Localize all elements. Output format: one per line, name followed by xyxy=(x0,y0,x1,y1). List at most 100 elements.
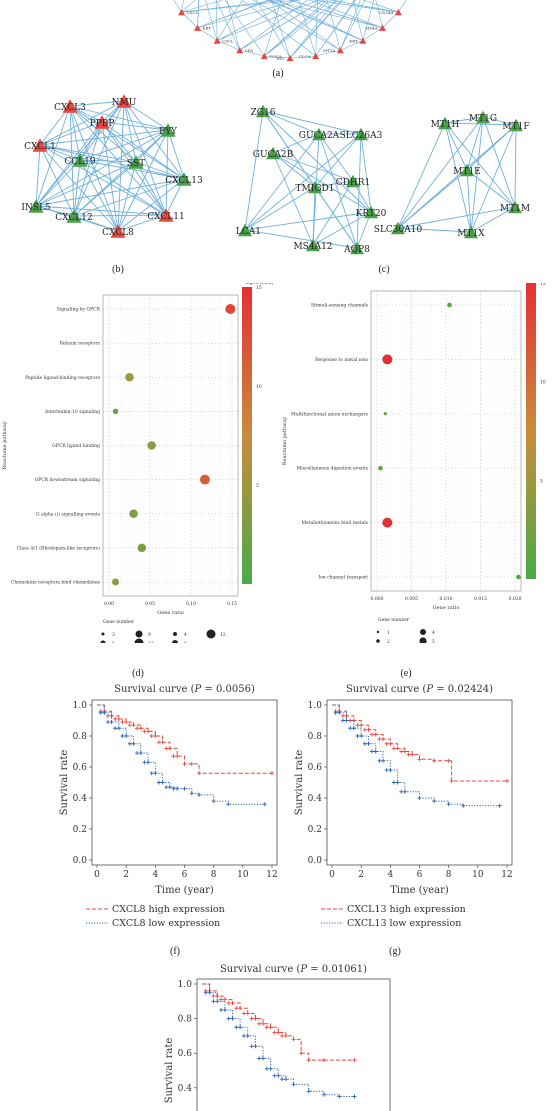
network-edge xyxy=(328,0,399,13)
censor-mark xyxy=(449,778,454,783)
network-edges xyxy=(244,110,372,249)
network-edge xyxy=(35,178,185,207)
gene-node xyxy=(359,37,367,44)
network-edge xyxy=(69,105,81,161)
size-legend-label: 4 xyxy=(184,632,187,638)
gene-node-label: AQP8 xyxy=(343,245,370,255)
gene-node xyxy=(213,37,221,44)
y-tick-label: 1.0 xyxy=(178,980,193,990)
x-tick-label: 0.05 xyxy=(145,601,155,607)
data-point xyxy=(199,474,210,485)
network-edge xyxy=(314,180,354,188)
network-edge xyxy=(39,144,167,216)
network-edge xyxy=(216,0,320,41)
network-edge xyxy=(123,100,185,180)
network-edge xyxy=(264,0,332,57)
size-legend-title: Gene number xyxy=(103,619,135,625)
network-edge xyxy=(375,0,383,28)
censor-mark xyxy=(264,1025,269,1030)
y-tick-label: 0.8 xyxy=(73,732,88,742)
colorbar-tick: 10 xyxy=(256,384,262,390)
x-tick-label: 0.005 xyxy=(405,596,418,602)
network-edge xyxy=(35,121,103,207)
network-edge xyxy=(69,100,125,107)
censor-mark xyxy=(352,1094,357,1099)
y-tick-label: Peptide ligand-binding receptors xyxy=(25,375,101,381)
gene-node-label: CCL19 xyxy=(64,157,95,167)
network-edge xyxy=(397,116,484,229)
network-edges xyxy=(173,0,407,59)
gene-node-label: MT1A xyxy=(323,48,335,53)
colorbar xyxy=(526,283,536,579)
x-tick-label: 0 xyxy=(329,870,335,880)
censor-mark xyxy=(268,1066,273,1071)
censor-mark xyxy=(362,741,367,746)
x-tick-label: 2 xyxy=(123,870,129,880)
censor-mark xyxy=(322,1092,326,1097)
network-edge xyxy=(101,121,119,232)
gene-node-label: PYY xyxy=(159,127,178,137)
network-edge xyxy=(312,180,354,246)
censor-mark xyxy=(497,803,502,808)
censor-mark xyxy=(373,749,378,754)
censor-mark xyxy=(142,760,147,765)
gene-node xyxy=(72,153,88,167)
network-edge xyxy=(181,0,224,13)
censor-mark xyxy=(109,720,114,725)
censor-mark xyxy=(417,757,422,762)
x-tick-label: 4 xyxy=(387,870,393,880)
censor-mark xyxy=(153,734,158,738)
network-edge xyxy=(216,0,243,41)
panel-a-label: (a) xyxy=(272,68,284,79)
gene-node-label: MS4A xyxy=(365,26,377,31)
network-edge xyxy=(444,122,516,208)
censor-mark xyxy=(238,1025,243,1030)
gene-node xyxy=(306,238,320,252)
censor-mark xyxy=(366,741,371,746)
survival-curve xyxy=(202,983,355,1061)
gene-node xyxy=(508,200,522,214)
censor-mark xyxy=(138,751,143,756)
legend-label-high: CXCL13 high expression xyxy=(347,904,466,915)
colorbar-tick: 5 xyxy=(540,478,543,484)
censor-mark xyxy=(241,1011,246,1016)
gene-node-label: CLCA1 xyxy=(235,227,261,237)
censor-mark xyxy=(340,718,345,723)
y-tick-label: Ion channel transport xyxy=(318,575,368,581)
network-edge xyxy=(239,0,309,51)
network-edges xyxy=(35,100,185,232)
x-tick-label: 2 xyxy=(358,870,364,880)
size-legend-label: 3 xyxy=(112,632,115,638)
censor-mark xyxy=(402,749,407,754)
censor-mark xyxy=(211,999,216,1004)
gene-node-label: MT1M xyxy=(500,204,530,214)
censor-mark xyxy=(333,710,338,715)
censor-mark xyxy=(238,1006,243,1011)
gene-node-label: CXCL xyxy=(222,39,234,44)
colorbar-title: -log10 (FDR) xyxy=(244,283,274,286)
network-edge xyxy=(73,129,169,217)
gene-node-label: GUCA xyxy=(269,54,282,59)
censor-mark xyxy=(446,758,451,763)
y-tick-label: 0.2 xyxy=(308,825,322,835)
censor-mark xyxy=(116,716,121,721)
network-edge xyxy=(264,0,328,57)
network-edge xyxy=(205,0,218,41)
gene-node xyxy=(178,8,186,16)
censor-mark xyxy=(160,740,165,745)
gene-node xyxy=(312,127,326,141)
network-edge xyxy=(79,159,167,216)
gene-node xyxy=(460,163,474,177)
censor-mark xyxy=(355,723,360,728)
censor-mark xyxy=(355,734,360,738)
censor-mark xyxy=(146,760,151,765)
censor-mark xyxy=(116,726,121,731)
network-edge xyxy=(398,0,407,13)
size-legend-dot xyxy=(172,640,178,643)
censor-mark xyxy=(280,1077,285,1082)
legend-label-high: CXCL8 high expression xyxy=(112,904,225,915)
network-edge xyxy=(69,105,185,180)
network-edge xyxy=(197,0,199,28)
censor-mark xyxy=(395,746,400,751)
y-axis-label: Reactome pathway xyxy=(282,417,288,465)
